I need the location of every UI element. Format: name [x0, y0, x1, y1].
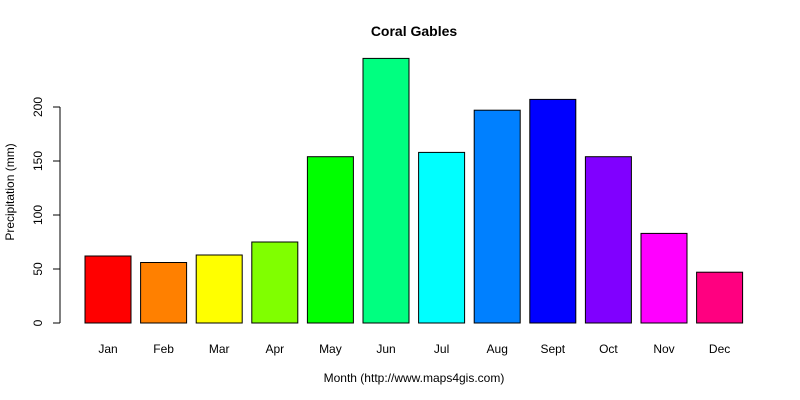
- bar-may: [306, 156, 354, 324]
- y-tick-label-50: 50: [31, 262, 45, 276]
- bar-sept: [529, 98, 577, 324]
- y-axis-label: Precipitation (mm): [3, 143, 17, 240]
- x-tick-label-sept: Sept: [540, 342, 565, 356]
- y-tick-label-100: 100: [31, 205, 45, 225]
- x-tick-label-nov: Nov: [653, 342, 674, 356]
- x-axis-tick-labels: Jan Feb Mar Apr May Jun Jul Aug Sept Oct Nov Dec: [98, 342, 730, 356]
- x-tick-label-apr: Apr: [265, 342, 284, 356]
- y-tick-label-150: 150: [31, 151, 45, 171]
- bar-feb: [140, 262, 188, 324]
- bar-apr: [251, 241, 299, 324]
- chart-title: Coral Gables: [371, 23, 458, 39]
- bar-nov: [640, 232, 688, 324]
- x-tick-label-dec: Dec: [709, 342, 730, 356]
- x-tick-label-aug: Aug: [487, 342, 508, 356]
- x-tick-label-may: May: [319, 342, 342, 356]
- x-tick-label-mar: Mar: [209, 342, 230, 356]
- x-axis-label: Month (http://www.maps4gis.com): [324, 371, 505, 385]
- bar-jul: [418, 151, 466, 324]
- x-tick-label-feb: Feb: [153, 342, 174, 356]
- bar-mar: [195, 254, 243, 324]
- bar-oct: [584, 156, 632, 324]
- x-tick-label-jul: Jul: [434, 342, 449, 356]
- x-tick-label-oct: Oct: [599, 342, 618, 356]
- x-tick-label-jan: Jan: [98, 342, 117, 356]
- y-tick-label-200: 200: [31, 97, 45, 117]
- bars-group: [84, 57, 744, 324]
- y-axis: 0 50 100 150 200: [31, 97, 61, 326]
- y-tick-label-0: 0: [31, 319, 45, 326]
- bar-dec: [696, 271, 744, 324]
- bar-jun: [362, 57, 410, 324]
- x-tick-label-jun: Jun: [376, 342, 395, 356]
- bar-aug: [473, 109, 521, 324]
- bar-jan: [84, 255, 132, 324]
